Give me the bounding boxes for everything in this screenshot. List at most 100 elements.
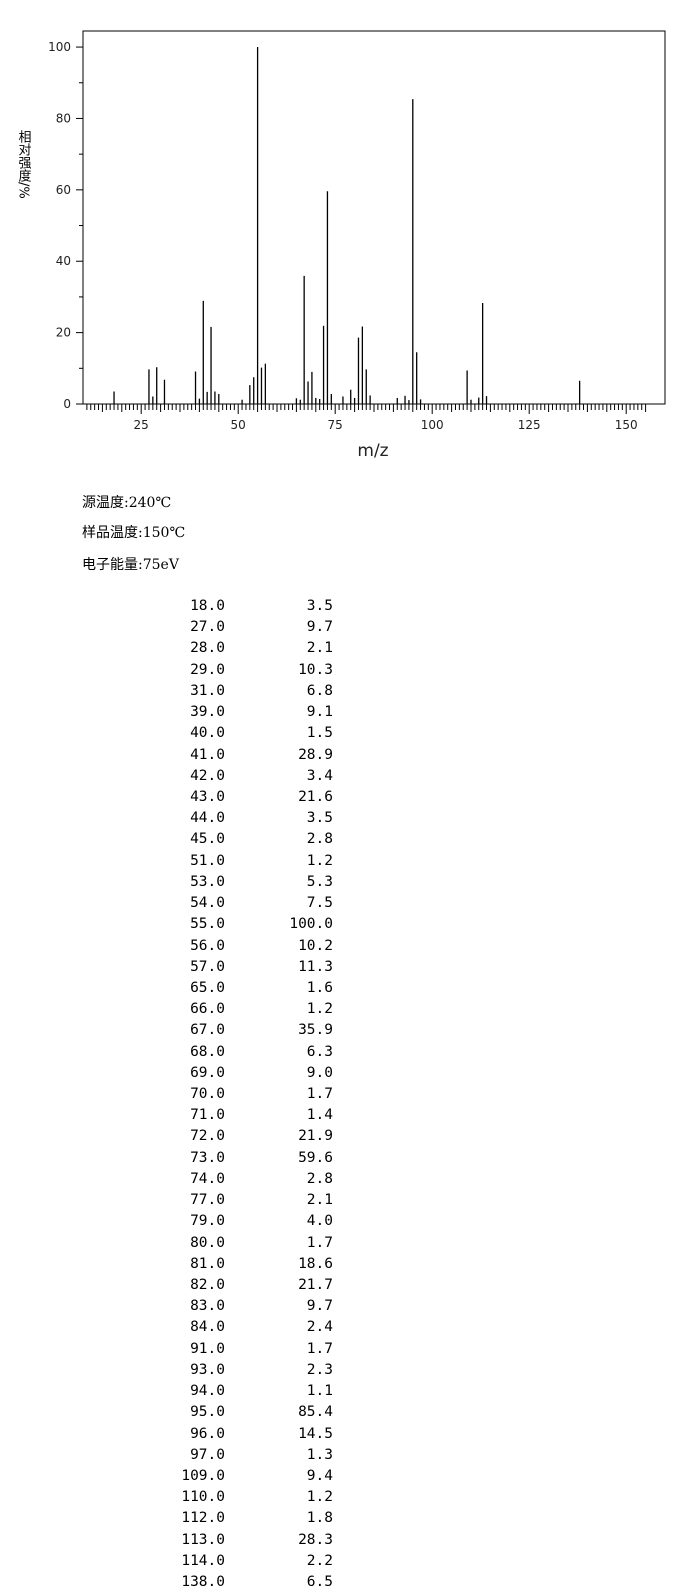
mz-value: 74.0	[190, 1170, 225, 1187]
mz-value: 138.0	[181, 1574, 225, 1591]
mz-value: 54.0	[190, 895, 225, 912]
intensity-value: 6.8	[306, 682, 333, 699]
x-tick-label: 100	[421, 418, 444, 432]
intensity-value: 1.2	[306, 1489, 333, 1506]
mz-value: 70.0	[190, 1086, 225, 1103]
y-tick-label: 80	[56, 111, 71, 125]
y-tick-label: 0	[63, 397, 71, 411]
intensity-value: 2.3	[306, 1361, 333, 1378]
mz-value: 55.0	[190, 916, 225, 933]
mz-value: 65.0	[190, 979, 225, 996]
mz-value: 31.0	[190, 682, 225, 699]
intensity-value: 10.3	[298, 661, 333, 678]
intensity-value: 14.5	[298, 1425, 333, 1442]
intensity-value: 2.2	[306, 1552, 333, 1569]
mz-value: 43.0	[190, 788, 225, 805]
mz-value: 93.0	[190, 1361, 225, 1378]
intensity-value: 1.3	[306, 1446, 333, 1463]
mz-value: 96.0	[190, 1425, 225, 1442]
mz-value: 91.0	[190, 1340, 225, 1357]
mz-value: 94.0	[190, 1383, 225, 1400]
intensity-value: 9.1	[306, 704, 333, 721]
intensity-value: 11.3	[298, 958, 333, 975]
mz-value: 112.0	[181, 1510, 225, 1527]
intensity-value: 35.9	[298, 1022, 333, 1039]
intensity-value: 1.5	[306, 725, 333, 742]
mz-value: 77.0	[190, 1192, 225, 1209]
intensity-value: 5.3	[306, 873, 333, 890]
intensity-value: 9.7	[306, 1298, 333, 1315]
mz-value: 95.0	[190, 1404, 225, 1421]
intensity-value: 9.0	[306, 1064, 333, 1081]
mz-value: 80.0	[190, 1234, 225, 1251]
mz-value: 114.0	[181, 1552, 225, 1569]
mz-value: 44.0	[190, 810, 225, 827]
intensity-value: 100.0	[289, 916, 333, 933]
intensity-value: 3.4	[306, 767, 333, 784]
intensity-value: 1.2	[306, 1001, 333, 1018]
x-tick-label: 150	[615, 418, 638, 432]
y-tick-label: 100	[48, 40, 71, 54]
intensity-value: 21.7	[298, 1277, 333, 1293]
x-tick-label: 25	[134, 418, 149, 432]
electron-energy: 电子能量:75eV	[82, 557, 179, 573]
mz-value: 68.0	[190, 1043, 225, 1060]
mz-value: 72.0	[190, 1128, 225, 1145]
intensity-value: 21.6	[298, 788, 333, 805]
mz-value: 73.0	[190, 1149, 225, 1166]
intensity-value: 2.1	[306, 640, 333, 657]
intensity-value: 6.3	[306, 1043, 333, 1060]
intensity-value: 10.2	[298, 937, 333, 954]
intensity-value: 7.5	[306, 895, 333, 912]
intensity-value: 2.4	[306, 1319, 333, 1336]
intensity-value: 1.7	[306, 1234, 333, 1251]
mz-value: 27.0	[190, 619, 225, 636]
y-tick-label: 40	[56, 254, 71, 268]
mz-value: 79.0	[190, 1213, 225, 1230]
intensity-value: 1.2	[306, 852, 333, 869]
y-tick-label: 20	[56, 326, 71, 340]
x-axis-label: m/z	[357, 441, 388, 461]
intensity-value: 2.1	[306, 1192, 333, 1209]
mz-value: 42.0	[190, 767, 225, 784]
intensity-value: 3.5	[306, 598, 333, 614]
mz-value: 84.0	[190, 1319, 225, 1336]
intensity-value: 9.4	[306, 1467, 333, 1484]
mz-value: 57.0	[190, 958, 225, 975]
mz-value: 97.0	[190, 1446, 225, 1463]
source-temperature: 源温度:240℃	[82, 495, 172, 511]
mz-value: 39.0	[190, 704, 225, 721]
mz-value: 67.0	[190, 1022, 225, 1039]
x-tick-label: 125	[518, 418, 541, 432]
mz-value: 41.0	[190, 746, 225, 763]
mz-value: 110.0	[181, 1489, 225, 1506]
sample-temperature: 样品温度:150℃	[82, 525, 186, 541]
intensity-value: 85.4	[298, 1404, 333, 1421]
mz-value: 45.0	[190, 831, 225, 848]
plot-frame	[82, 30, 666, 405]
mz-value: 69.0	[190, 1064, 225, 1081]
mz-value: 71.0	[190, 1107, 225, 1124]
intensity-value: 1.4	[306, 1107, 333, 1124]
mz-value: 81.0	[190, 1255, 225, 1272]
mz-value: 53.0	[190, 873, 225, 890]
intensity-value: 6.5	[306, 1574, 333, 1591]
intensity-value: 1.7	[306, 1340, 333, 1357]
mz-value: 66.0	[190, 1001, 225, 1018]
mz-value: 18.0	[190, 598, 225, 614]
intensity-value: 1.1	[306, 1383, 333, 1400]
intensity-value: 28.9	[298, 746, 333, 763]
intensity-value: 1.6	[306, 979, 333, 996]
mz-value: 56.0	[190, 937, 225, 954]
mass-spectrum-chart: 0 20 40 60 80 100 25 50 75 100 125 150 m/z	[48, 30, 666, 461]
mz-value: 113.0	[181, 1531, 225, 1548]
intensity-value: 2.8	[306, 1170, 333, 1187]
intensity-value: 4.0	[306, 1213, 333, 1230]
intensity-value: 28.3	[298, 1531, 333, 1548]
x-tick-label: 50	[231, 418, 246, 432]
mz-value: 29.0	[190, 661, 225, 678]
y-tick-label: 60	[56, 183, 71, 197]
intensity-value: 1.7	[306, 1086, 333, 1103]
y-axis-label-text: 相对强度/%	[15, 130, 31, 199]
mz-value: 109.0	[181, 1467, 225, 1484]
